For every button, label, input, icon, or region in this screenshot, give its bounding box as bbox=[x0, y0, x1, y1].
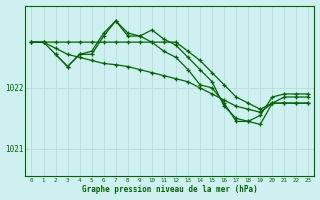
X-axis label: Graphe pression niveau de la mer (hPa): Graphe pression niveau de la mer (hPa) bbox=[82, 185, 258, 194]
